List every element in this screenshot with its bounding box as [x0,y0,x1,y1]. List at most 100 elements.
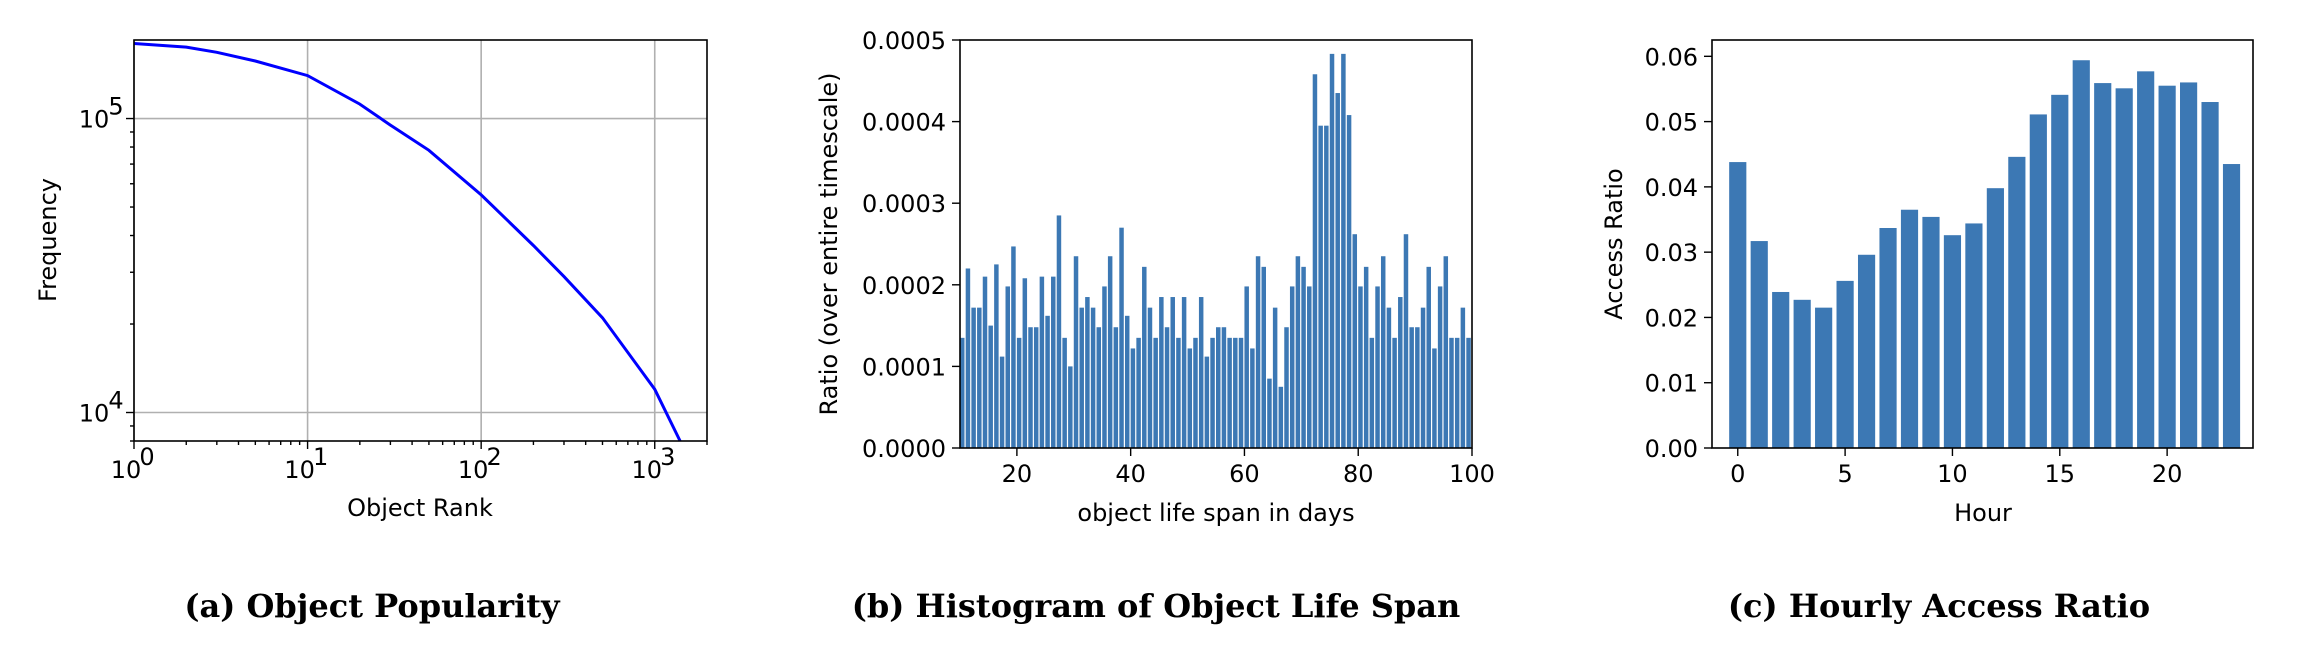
y-tick-label: 0.05 [1645,109,1698,137]
x-tick-label: 100 [1449,460,1495,488]
hour-bar [2051,94,2069,448]
histogram-bar [971,307,976,448]
histogram-bar [1233,337,1238,448]
x-tick-label: 60 [1229,460,1260,488]
plot-frame [133,39,708,442]
histogram-bar [1312,74,1318,448]
histogram-bar [1176,337,1181,448]
hourly-bars [1729,60,2241,449]
histogram-bar [1386,307,1392,448]
histogram-bar [1204,356,1210,448]
histogram-bar [1238,337,1244,448]
hour-bar [2029,114,2047,449]
histogram-bar [1073,256,1079,448]
histogram-bar [1005,286,1010,448]
caption: (a) Object Popularity [184,587,561,625]
histogram-bar [1022,278,1028,448]
histogram-bar [1142,266,1147,448]
hour-bar [2094,83,2112,448]
histogram-bar [965,268,971,448]
histogram-bar [1375,286,1380,448]
y-tick-label: 0.03 [1645,239,1698,267]
y-tick-label: 10 [79,400,110,428]
hour-bar [1986,188,2004,448]
grid-lines [133,40,707,441]
histogram-bar [1113,327,1119,448]
hour-bar [1857,254,1876,448]
hour-bar [1943,235,1962,448]
axis-ticks: 20 40 60 80 100 0.0000 0.0001 0.0002 0.0003 0.000… [862,27,1495,488]
x-tick-label: 10 [1937,460,1968,488]
histogram-bar [999,356,1005,448]
y-tick-label: 0.0000 [862,435,946,463]
histogram-bar [1380,256,1386,448]
hour-bar [2115,88,2133,449]
plot-frame [959,39,1473,449]
x-axis-label: object life span in days [1077,499,1354,527]
x-tick-label: 20 [1002,460,1033,488]
x-tick-label: 80 [1343,460,1374,488]
histogram-bar [1102,286,1107,448]
histogram-bar [1267,378,1272,448]
histogram-bar [1289,286,1295,448]
x-tick-exponent: 0 [139,443,154,471]
histogram-bar [1096,327,1102,448]
y-tick-label: 0.0001 [862,353,946,381]
histogram-bar [1130,348,1136,448]
histogram-bar [1147,307,1153,448]
hour-bar [2201,102,2219,449]
x-tick-exponent: 2 [487,443,502,471]
hour-bar [1836,280,1854,448]
x-tick-label: 40 [1115,460,1146,488]
y-tick-label: 0.01 [1645,370,1698,398]
histogram-bar [1124,315,1130,448]
histogram-bar [1119,227,1124,448]
histogram-bar [1341,53,1346,448]
hour-bar [1900,209,1919,448]
caption: (b) Histogram of Object Life Span [852,587,1461,625]
histogram-bar [1432,348,1437,448]
histogram-bar [1216,327,1221,448]
x-tick-label: 10 [284,456,315,484]
histogram-bar [1460,307,1466,448]
histogram-bar [988,325,993,448]
hour-bar [1922,216,1940,448]
x-tick-label: 10 [458,456,489,484]
x-tick-exponent: 3 [660,443,675,471]
histogram-bar [1051,276,1056,448]
histogram-bar [1363,266,1369,448]
histogram-bar [1170,297,1175,448]
plot-frame [1711,39,2254,449]
histogram-bar [1426,266,1431,448]
histogram-bar [1210,337,1215,448]
axis-ticks: 0 5 10 15 20 0.00 0.01 0.02 0.03 0.04 0.05 0.06 [1645,43,2183,488]
histogram-bar [1295,256,1301,448]
histogram-bar [1227,337,1232,448]
histogram-bar [1403,234,1409,448]
histogram-bar [1068,366,1073,448]
y-tick-label: 0.0005 [862,27,946,55]
histogram-bars [960,53,1471,449]
histogram-bar [1318,125,1323,449]
histogram-bar [1181,297,1187,448]
x-tick-label: 10 [631,456,662,484]
hour-bar [2072,60,2090,448]
hour-bar [2180,82,2198,448]
histogram-bar [1261,266,1266,448]
histogram-bar [1449,337,1454,448]
x-tick-label: 20 [2152,460,2183,488]
line-series [133,42,682,442]
histogram-bar [1079,307,1084,448]
histogram-bar [1307,286,1312,448]
histogram-bar [1033,327,1039,448]
histogram-bar [1437,286,1443,448]
histogram-bar [1335,93,1340,448]
life-span-histogram-panel: 20 40 60 80 100 0.0000 0.0001 0.0002 0.0003 0.000… [815,27,1495,625]
y-tick-exponent: 4 [108,387,123,415]
popularity-curve [133,42,682,442]
histogram-bar [1016,337,1022,448]
histogram-bar [1090,307,1096,448]
histogram-bar [977,307,982,448]
